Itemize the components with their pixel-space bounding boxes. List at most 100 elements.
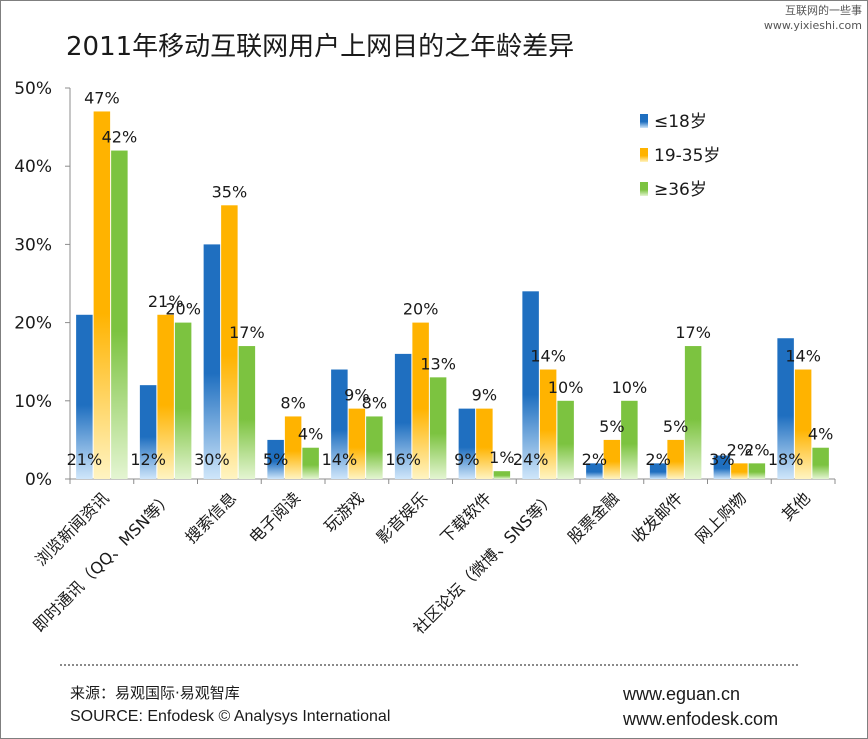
- watermark-line2: www.yixieshi.com: [763, 19, 862, 32]
- data-label: 2%: [645, 450, 670, 469]
- bar: [331, 369, 348, 479]
- data-label: 20%: [165, 300, 201, 319]
- data-label: 9%: [472, 386, 497, 405]
- data-label: 4%: [298, 425, 323, 444]
- bar: [731, 463, 748, 479]
- bar: [684, 346, 702, 479]
- bar: [174, 322, 192, 479]
- data-label: 14%: [530, 347, 566, 366]
- source-chinese: 来源：易观国际·易观智库: [70, 684, 240, 702]
- source-english: SOURCE: Enfodesk © Analysys Internationa…: [70, 708, 391, 725]
- legend-swatch: [640, 114, 648, 128]
- bar: [539, 369, 557, 479]
- y-tick-label: 30%: [14, 235, 52, 255]
- bar: [267, 439, 284, 479]
- data-label: 2%: [582, 450, 607, 469]
- bar: [621, 400, 638, 479]
- x-tick-label: 下载软件: [437, 488, 496, 547]
- legend-label: ≤18岁: [654, 112, 707, 132]
- y-tick-label: 40%: [14, 157, 52, 177]
- data-label: 10%: [612, 378, 648, 397]
- bar: [348, 408, 366, 479]
- x-tick-label: 影音娱乐: [373, 488, 432, 547]
- data-label: 12%: [130, 450, 166, 469]
- bar: [522, 291, 539, 479]
- bar: [394, 353, 412, 479]
- y-tick-label: 10%: [14, 392, 52, 412]
- bar: [748, 463, 766, 479]
- bar: [366, 416, 383, 479]
- bar: [649, 463, 667, 479]
- x-tick-label: 玩游戏: [320, 488, 367, 535]
- url-eguan: www.eguan.cn: [623, 684, 741, 704]
- x-tick-label: 股票金融: [564, 488, 623, 547]
- bar: [302, 447, 319, 479]
- bar: [557, 400, 574, 479]
- data-label: 24%: [513, 450, 549, 469]
- data-label: 8%: [362, 393, 387, 412]
- bar: [203, 244, 221, 479]
- data-label: 21%: [67, 450, 103, 469]
- data-label: 30%: [194, 450, 230, 469]
- chart-title: 2011年移动互联网用户上网目的之年龄差异: [66, 32, 575, 62]
- bar: [238, 346, 256, 479]
- data-label: 5%: [599, 417, 624, 436]
- data-label: 47%: [84, 88, 120, 107]
- data-label: 8%: [280, 393, 305, 412]
- bar: [111, 150, 128, 479]
- x-tick-label: 搜索信息: [182, 488, 241, 547]
- x-tick-label: 其他: [778, 488, 814, 524]
- data-label: 3%: [709, 450, 734, 469]
- data-label: 13%: [420, 354, 456, 373]
- y-tick-label: 50%: [14, 79, 52, 99]
- legend-swatch: [640, 148, 648, 162]
- data-label: 14%: [785, 347, 821, 366]
- x-tick-label: 网上购物: [692, 488, 751, 547]
- data-label: 4%: [808, 425, 833, 444]
- data-label: 5%: [663, 417, 688, 436]
- x-tick-label: 电子阅读: [245, 488, 304, 547]
- bar: [493, 471, 511, 479]
- bar: [221, 205, 238, 480]
- bar: [429, 377, 447, 479]
- bar: [139, 385, 157, 479]
- data-label: 5%: [263, 450, 288, 469]
- bar: [476, 408, 493, 479]
- url-enfodesk: www.enfodesk.com: [623, 709, 779, 729]
- legend-label: ≥36岁: [654, 180, 707, 200]
- data-label: 2%: [727, 440, 752, 459]
- bar: [794, 369, 812, 479]
- bar: [667, 439, 684, 479]
- data-label: 17%: [229, 323, 265, 342]
- legend-label: 19-35岁: [654, 146, 720, 166]
- bar: [157, 314, 174, 479]
- bar: [284, 416, 302, 479]
- bar: [777, 338, 794, 479]
- data-label: 9%: [454, 450, 479, 469]
- data-label: 42%: [102, 128, 138, 147]
- bar: [586, 463, 603, 479]
- bar: [713, 455, 731, 479]
- bar: [458, 408, 476, 479]
- data-label: 2%: [744, 440, 769, 459]
- legend-swatch: [640, 182, 648, 196]
- data-label: 35%: [212, 182, 248, 201]
- x-tick-label: 收发邮件: [628, 488, 687, 547]
- y-tick-label: 0%: [25, 470, 52, 490]
- watermark: 互联网的一些事 www.yixieshi.com: [764, 3, 862, 33]
- watermark-line1: 互联网的一些事: [785, 4, 862, 17]
- bar: [412, 322, 429, 479]
- data-label: 14%: [322, 450, 358, 469]
- y-tick-label: 20%: [14, 314, 52, 334]
- data-label: 16%: [385, 450, 421, 469]
- data-label: 20%: [403, 300, 439, 319]
- data-label: 1%: [489, 448, 514, 467]
- data-label: 17%: [675, 323, 711, 342]
- footer-divider: [60, 664, 798, 666]
- data-label: 18%: [768, 450, 804, 469]
- bar: [93, 111, 111, 480]
- data-label: 10%: [548, 378, 584, 397]
- data-label: 9%: [344, 386, 369, 405]
